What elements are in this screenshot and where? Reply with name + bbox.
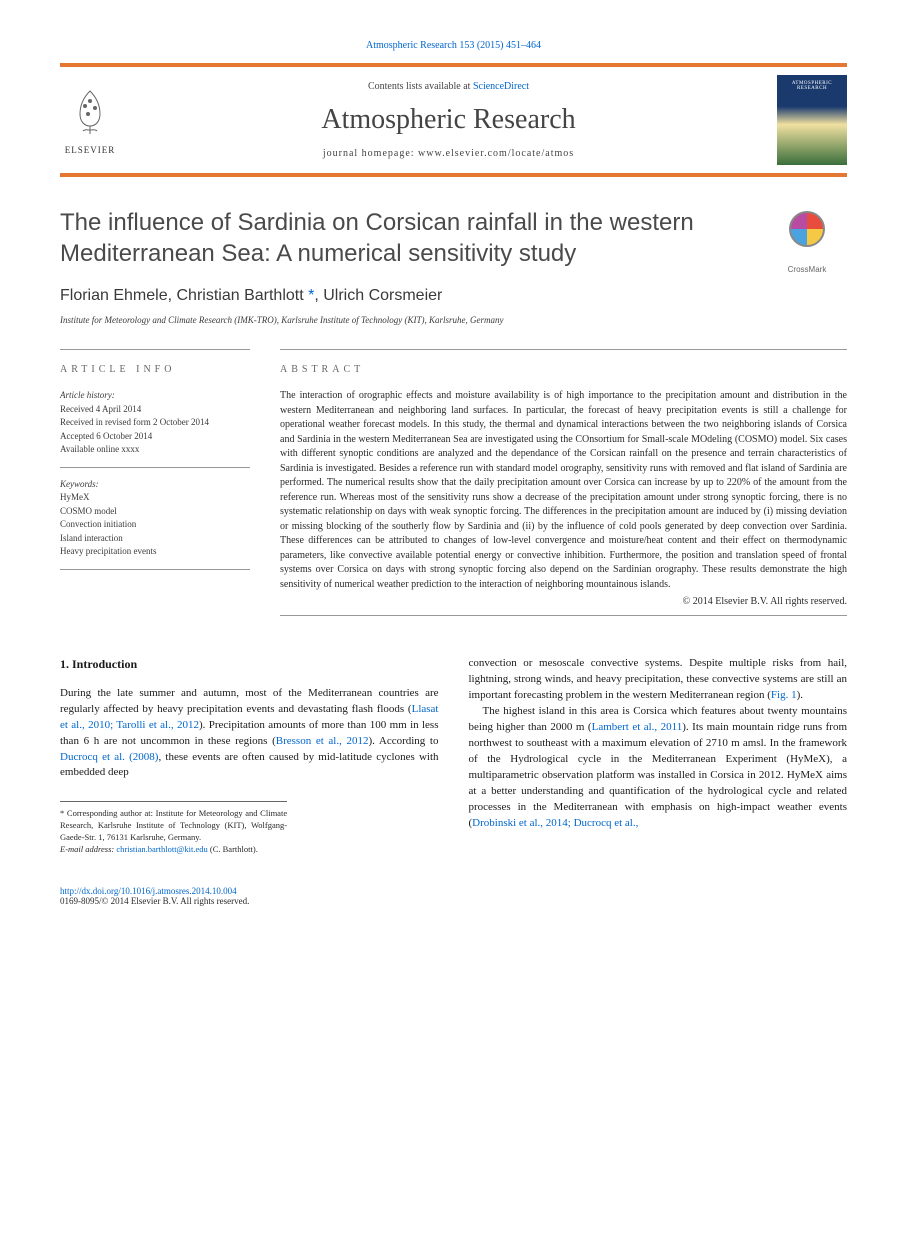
authors-line: Florian Ehmele, Christian Barthlott *, U… — [60, 287, 847, 305]
journal-title: Atmospheric Research — [120, 104, 777, 136]
contents-available: Contents lists available at ScienceDirec… — [120, 81, 777, 92]
issn-copyright: 0169-8095/© 2014 Elsevier B.V. All right… — [60, 896, 847, 906]
abstract-label: ABSTRACT — [280, 364, 847, 375]
homepage-prefix: journal homepage: — [323, 148, 418, 159]
homepage-url: www.elsevier.com/locate/atmos — [418, 148, 574, 159]
publisher-name: ELSEVIER — [60, 145, 120, 155]
journal-homepage: journal homepage: www.elsevier.com/locat… — [120, 148, 777, 159]
article-info-box: ARTICLE INFO Article history: Received 4… — [60, 349, 250, 616]
crossmark-label: CrossMark — [788, 265, 827, 274]
keyword: Convection initiation — [60, 518, 250, 532]
right-column: convection or mesoscale convective syste… — [469, 656, 848, 856]
intro-paragraph-2: The highest island in this area is Corsi… — [469, 704, 848, 832]
history-line: Available online xxxx — [60, 443, 250, 457]
article-history: Article history: Received 4 April 2014 R… — [60, 389, 250, 468]
citation-link[interactable]: Lambert et al., 2011 — [592, 721, 683, 733]
keyword: HyMeX — [60, 491, 250, 505]
elsevier-logo: ELSEVIER — [60, 86, 120, 155]
authors-names-1: Florian Ehmele, Christian Barthlott — [60, 287, 304, 304]
p1-text: ). According to — [368, 735, 438, 747]
abstract-rule — [280, 615, 847, 616]
p2-text: ). — [797, 689, 803, 701]
email-link[interactable]: christian.barthlott@kit.edu — [116, 844, 207, 854]
article-title-text: The influence of Sardinia on Corsican ra… — [60, 209, 694, 267]
history-heading: Article history: — [60, 389, 250, 403]
running-citation: Atmospheric Research 153 (2015) 451–464 — [60, 40, 847, 51]
article-info-label: ARTICLE INFO — [60, 364, 250, 375]
keywords-block: Keywords: HyMeX COSMO model Convection i… — [60, 478, 250, 570]
cover-thumb-title: ATMOSPHERIC RESEARCH — [781, 81, 843, 91]
history-line: Received 4 April 2014 — [60, 403, 250, 417]
intro-paragraph: During the late summer and autumn, most … — [60, 686, 439, 782]
citation-link[interactable]: Ducrocq et al. (2008) — [60, 751, 158, 763]
left-column: 1. Introduction During the late summer a… — [60, 656, 439, 856]
citation-link[interactable]: Bresson et al., 2012 — [276, 735, 369, 747]
email-label: E-mail address: — [60, 844, 116, 854]
intro-paragraph-cont: convection or mesoscale convective syste… — [469, 656, 848, 704]
journal-header: ELSEVIER Contents lists available at Sci… — [60, 63, 847, 177]
doi-link[interactable]: http://dx.doi.org/10.1016/j.atmosres.201… — [60, 886, 237, 896]
email-tail: (C. Barthlott). — [208, 844, 258, 854]
abstract-text: The interaction of orographic effects an… — [280, 389, 847, 592]
journal-cover-thumb: ATMOSPHERIC RESEARCH — [777, 75, 847, 165]
history-line: Accepted 6 October 2014 — [60, 430, 250, 444]
keywords-heading: Keywords: — [60, 478, 250, 492]
contents-prefix: Contents lists available at — [368, 81, 473, 92]
crossmark-badge[interactable]: CrossMark — [767, 211, 847, 280]
section-1-heading: 1. Introduction — [60, 656, 439, 673]
abstract-box: ABSTRACT The interaction of orographic e… — [280, 349, 847, 616]
affiliation: Institute for Meteorology and Climate Re… — [60, 315, 847, 325]
p3-text: ). Its main mountain ridge runs from nor… — [469, 721, 848, 829]
keyword: COSMO model — [60, 505, 250, 519]
sciencedirect-link[interactable]: ScienceDirect — [473, 81, 529, 92]
article-title: The influence of Sardinia on Corsican ra… — [60, 207, 847, 269]
elsevier-tree-icon — [65, 86, 115, 136]
abstract-copyright: © 2014 Elsevier B.V. All rights reserved… — [280, 596, 847, 607]
body-two-column: 1. Introduction During the late summer a… — [60, 656, 847, 856]
p1-text: During the late summer and autumn, most … — [60, 687, 439, 715]
authors-names-2: , Ulrich Corsmeier — [314, 287, 442, 304]
keyword: Heavy precipitation events — [60, 545, 250, 559]
crossmark-icon — [789, 211, 825, 247]
keyword: Island interaction — [60, 532, 250, 546]
page-footer: http://dx.doi.org/10.1016/j.atmosres.201… — [60, 886, 847, 906]
corresponding-footnote: * Corresponding author at: Institute for… — [60, 801, 287, 856]
history-line: Received in revised form 2 October 2014 — [60, 416, 250, 430]
citation-link[interactable]: Drobinski et al., 2014; Ducrocq et al., — [472, 817, 638, 829]
corr-address: * Corresponding author at: Institute for… — [60, 808, 287, 844]
figure-link[interactable]: Fig. 1 — [771, 689, 797, 701]
corr-email-line: E-mail address: christian.barthlott@kit.… — [60, 844, 287, 856]
